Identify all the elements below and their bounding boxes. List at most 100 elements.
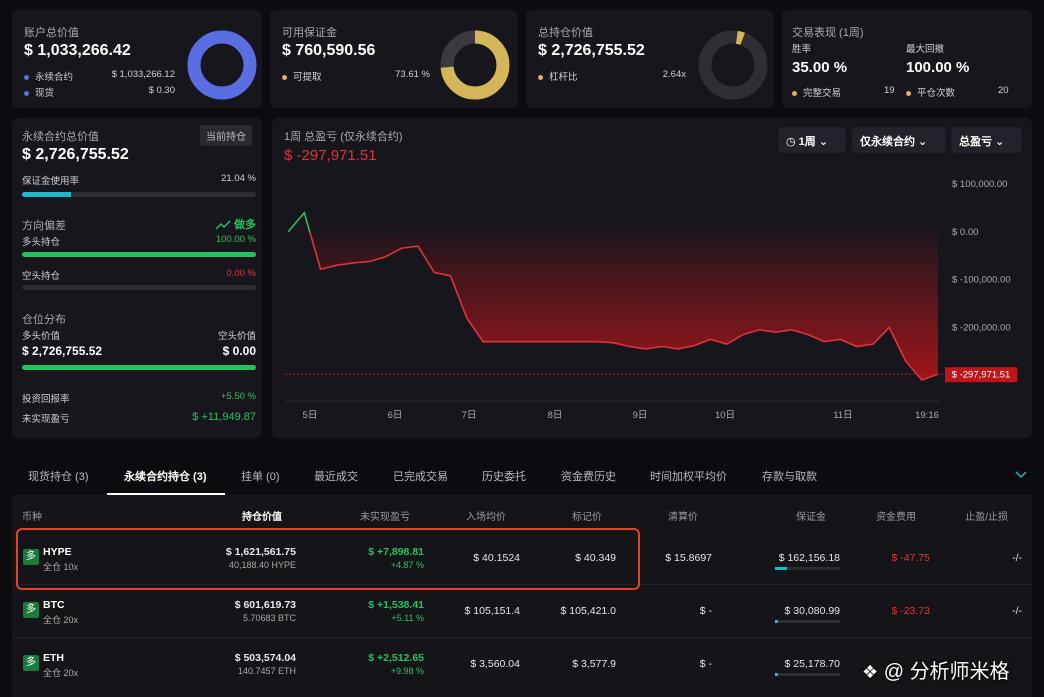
- card: 总持仓价值 $ 2,726,755.52 杠杆比 2.64x: [526, 10, 774, 108]
- cell: $ -: [699, 658, 712, 670]
- margin-mode: 全仓 10x: [43, 562, 79, 572]
- text: 杠杆比: [549, 72, 578, 83]
- direction: 做多: [215, 216, 256, 232]
- tab[interactable]: 现货持仓 (3): [28, 471, 89, 483]
- value: $ 2,726,755.52: [22, 146, 129, 163]
- current-label: $ -297,971.51: [952, 370, 1011, 381]
- text: 完整交易: [803, 88, 842, 99]
- chart-title: 1周 总盈亏 (仅永续合约): [284, 131, 403, 143]
- margin-mode: 全仓 20x: [43, 668, 79, 678]
- cell: $ -: [699, 605, 712, 617]
- symbol: ETH: [43, 652, 64, 664]
- tab[interactable]: 最近成交: [314, 471, 358, 483]
- y-tick-label: $ -200,000.00: [952, 322, 1011, 333]
- label: 完整交易: [792, 85, 841, 99]
- value: 20: [998, 85, 1009, 96]
- x-tick-label: 7日: [462, 410, 477, 421]
- tab[interactable]: 资金费历史: [561, 471, 616, 483]
- dropdown[interactable]: 总盈亏 ⌄: [951, 127, 1022, 153]
- text: 可提取: [293, 72, 322, 83]
- margin-mode: 全仓 20x: [43, 615, 79, 625]
- label: 空头持仓: [22, 271, 61, 282]
- dropdown[interactable]: ◷ 1周 ⌄: [778, 127, 846, 153]
- value: 0.00 %: [226, 268, 256, 279]
- tab[interactable]: 挂单 (0): [241, 471, 280, 483]
- cell: $ 105,421.0: [560, 605, 616, 617]
- text: 仅永续合约: [860, 136, 915, 148]
- value: $ 760,590.56: [282, 42, 376, 59]
- label: 现货: [24, 85, 54, 99]
- progress: [22, 252, 256, 257]
- symbol: HYPE: [43, 546, 72, 558]
- cell: $ 601,619.73: [234, 599, 296, 611]
- text: 永续合约: [35, 72, 74, 83]
- x-tick-label: 6日: [388, 410, 403, 421]
- value: $ 1,033,266.42: [24, 42, 131, 59]
- value: 100.00 %: [906, 59, 970, 76]
- donut: [698, 30, 768, 100]
- tab[interactable]: 永续合约持仓 (3): [124, 471, 207, 483]
- progress: [22, 285, 256, 290]
- title: 总持仓价值: [538, 27, 593, 39]
- cell: $ 25,178.70: [784, 658, 840, 670]
- collapse-icon[interactable]: [1014, 470, 1028, 480]
- value: $ +11,949.87: [192, 411, 256, 423]
- tab[interactable]: 历史委托: [482, 471, 526, 483]
- cell: $ 3,577.9: [572, 658, 616, 670]
- text: 平仓次数: [917, 88, 956, 99]
- cell: $ 503,574.04: [234, 652, 296, 664]
- cell: $ 105,151.4: [464, 605, 520, 617]
- value: 21.04 %: [221, 173, 256, 184]
- chart-value: $ -297,971.51: [284, 147, 377, 164]
- y-tick-label: $ 0.00: [952, 227, 978, 238]
- value: $ 0.00: [222, 344, 256, 358]
- x-tick-label: 19:16: [915, 410, 939, 421]
- progress: [22, 192, 256, 197]
- cell: $ +1,538.41: [368, 599, 424, 611]
- text: 现货: [35, 88, 55, 99]
- label: 多头持仓: [22, 237, 61, 248]
- cell-sub: +9.98 %: [390, 666, 424, 676]
- label: 胜率: [792, 44, 812, 55]
- side-badge: 多: [23, 655, 39, 671]
- tab[interactable]: 时间加权平均价: [650, 471, 727, 483]
- column-header: 标记价: [572, 512, 602, 523]
- cell-sub: 40,188.40 HYPE: [228, 560, 296, 570]
- side-badge: 多: [23, 602, 39, 618]
- row-divider: [12, 584, 1032, 585]
- value: $ 1,033,266.12: [111, 69, 175, 80]
- cell: $ -47.75: [891, 552, 930, 564]
- title: 永续合约总价值: [22, 131, 99, 143]
- area: [288, 212, 938, 380]
- card: 可用保证金 $ 760,590.56 可提取 73.61 %: [270, 10, 518, 108]
- label: 空头价值: [217, 331, 256, 342]
- cell: $ 40.349: [575, 552, 616, 564]
- dropdown[interactable]: 仅永续合约 ⌄: [852, 127, 946, 153]
- value: $ 2,726,755.52: [22, 344, 103, 358]
- cell-sub: 140.7457 ETH: [237, 666, 296, 676]
- tab[interactable]: 已完成交易: [393, 471, 448, 483]
- tab[interactable]: 存款与取款: [762, 471, 817, 483]
- column-header: 资金费用: [876, 512, 916, 523]
- cell-sub: 5.70683 BTC: [242, 613, 296, 623]
- badge: 当前持仓: [200, 125, 252, 146]
- progress-fill: [22, 192, 72, 197]
- card: 账户总价值 $ 1,033,266.42 永续合约 $ 1,033,266.12…: [12, 10, 262, 108]
- column-header: 持仓价值: [242, 512, 282, 523]
- perp-panel: 永续合约总价值 当前持仓 $ 2,726,755.52 保证金使用率 21.04…: [12, 118, 262, 438]
- y-tick-label: $ -100,000.00: [952, 275, 1011, 286]
- symbol: BTC: [43, 599, 65, 611]
- label: 最大回撤: [906, 44, 945, 55]
- cell: $ 15.8697: [665, 552, 712, 564]
- donut: [440, 30, 510, 100]
- column-header: 保证金: [796, 512, 826, 523]
- value: 35.00 %: [792, 59, 848, 76]
- progress-fill: [22, 252, 256, 257]
- label: 保证金使用率: [22, 176, 80, 187]
- label: 投资回报率: [22, 394, 70, 405]
- cell: $ 162,156.18: [778, 552, 840, 564]
- title: 账户总价值: [24, 27, 79, 39]
- highlight: [16, 528, 640, 590]
- cell: $ 3,560.04: [470, 658, 520, 670]
